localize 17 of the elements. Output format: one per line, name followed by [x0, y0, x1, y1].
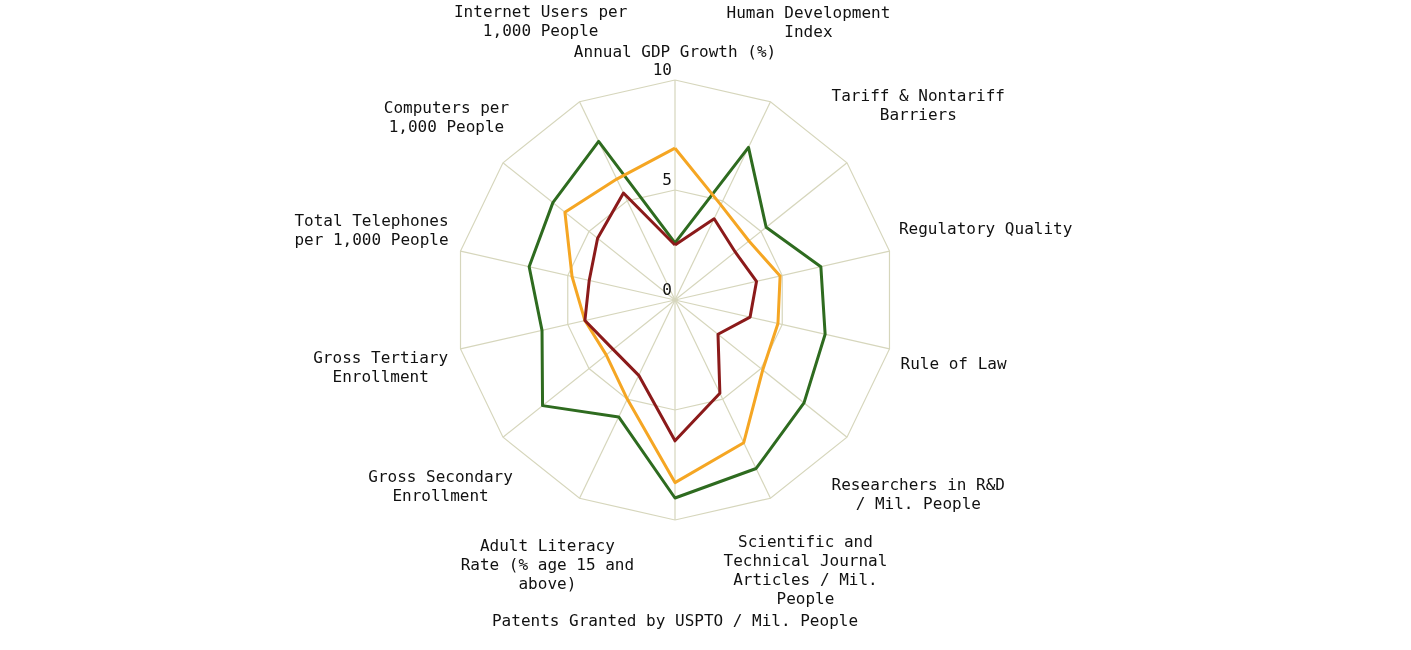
spoke-label: Rule of Law: [900, 353, 1007, 373]
spoke-label: Gross Tertiary Enrollment: [313, 347, 449, 386]
spoke-label: Researchers in R&D / Mil. People: [831, 474, 1005, 513]
y-tick-label: 5: [662, 170, 672, 189]
y-tick-label: 0: [662, 280, 672, 299]
spoke-label: Annual GDP Growth (%): [573, 41, 777, 61]
spoke-label: Gross Secondary Enrollment: [368, 467, 514, 506]
spoke-label: Regulatory Quality: [898, 219, 1073, 239]
spoke-label: Tariff & Nontariff Barriers: [831, 86, 1005, 125]
spoke-label: Computers per 1,000 People: [383, 98, 510, 137]
spoke-label: Human Development Index: [726, 3, 891, 42]
spoke-label: Patents Granted by USPTO / Mil. People: [491, 610, 859, 630]
spoke-label: Internet Users per 1,000 People: [453, 1, 628, 40]
y-tick-label: 10: [652, 60, 672, 79]
spoke-label: Scientific and Technical Journal Articles / Mil. People: [723, 532, 888, 609]
spoke-label: Adult Literacy Rate (% age 15 and above): [460, 536, 635, 594]
spoke-label: Total Telephones per 1,000 People: [294, 211, 449, 250]
